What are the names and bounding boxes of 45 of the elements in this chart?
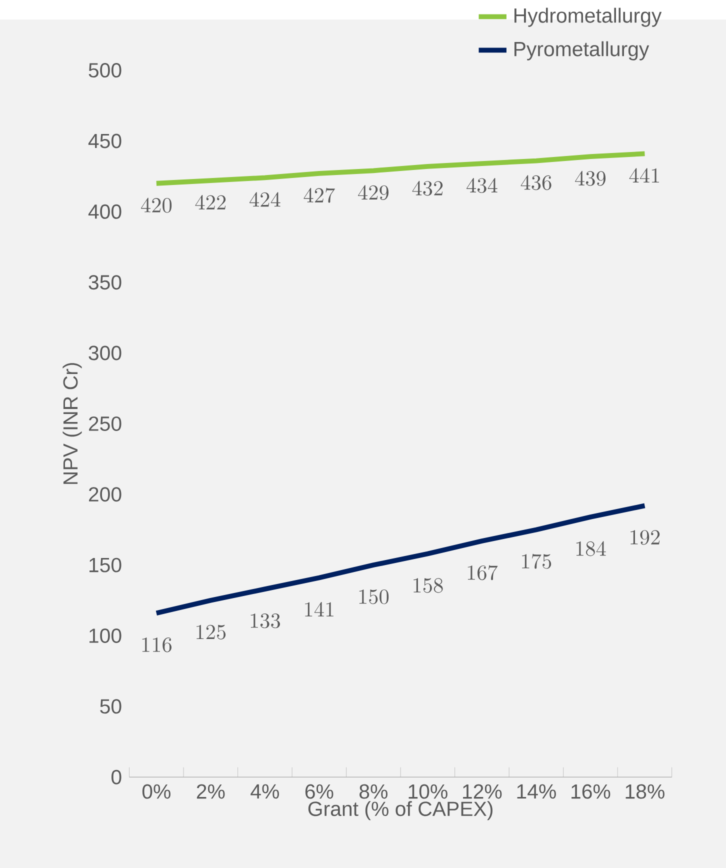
data-label: 441 (629, 168, 659, 183)
y-tick-label: 400 (88, 204, 122, 219)
y-tick-label: 450 (88, 134, 122, 148)
data-label: 439 (574, 170, 606, 186)
y-tick-label: 250 (88, 416, 122, 431)
y-axis-title: NPV (INR Cr) (62, 363, 82, 484)
data-label: 422 (195, 194, 226, 210)
y-tick-label: 300 (88, 346, 122, 360)
x-tick-label: 18% (626, 784, 664, 799)
y-tick-label: 50 (100, 699, 122, 714)
x-tick-label: 16% (571, 784, 610, 799)
data-label: 141 (304, 602, 334, 616)
data-label: 184 (576, 541, 606, 556)
x-axis-title: Grant (% of CAPEX) (308, 801, 492, 820)
legend-label: Hydrometallurgy (514, 8, 662, 27)
data-label: 167 (468, 565, 498, 580)
x-tick-label: 8% (359, 784, 388, 799)
data-label: 432 (412, 180, 442, 196)
y-tick-label: 0 (111, 770, 122, 784)
x-tick-label: 6% (305, 784, 334, 799)
data-label: 427 (304, 188, 335, 203)
legend-label: Pyrometallurgy (514, 41, 649, 60)
y-tick-label: 150 (89, 558, 122, 572)
data-label: 420 (140, 198, 172, 213)
y-tick-label: 200 (88, 487, 122, 502)
x-tick-label: 0% (142, 784, 170, 799)
data-label: 192 (630, 530, 660, 545)
data-label: 434 (466, 178, 498, 193)
y-tick-label: 350 (88, 275, 122, 290)
y-tick-label: 100 (89, 628, 122, 643)
x-tick-label: 2% (196, 784, 225, 799)
data-label: 424 (249, 192, 280, 207)
data-label: 150 (359, 589, 388, 604)
data-label: 175 (522, 554, 551, 569)
y-tick-label: 500 (88, 63, 122, 78)
data-label: 133 (250, 614, 280, 628)
x-tick-label: 14% (517, 784, 556, 799)
x-tick-label: 10% (408, 784, 448, 799)
data-label: 158 (413, 578, 443, 593)
data-label: 125 (196, 624, 226, 640)
x-tick-label: 12% (462, 784, 502, 799)
data-label: 429 (358, 185, 388, 200)
data-label: 436 (520, 175, 552, 190)
x-tick-label: 4% (250, 784, 279, 799)
data-label: 116 (142, 638, 172, 652)
